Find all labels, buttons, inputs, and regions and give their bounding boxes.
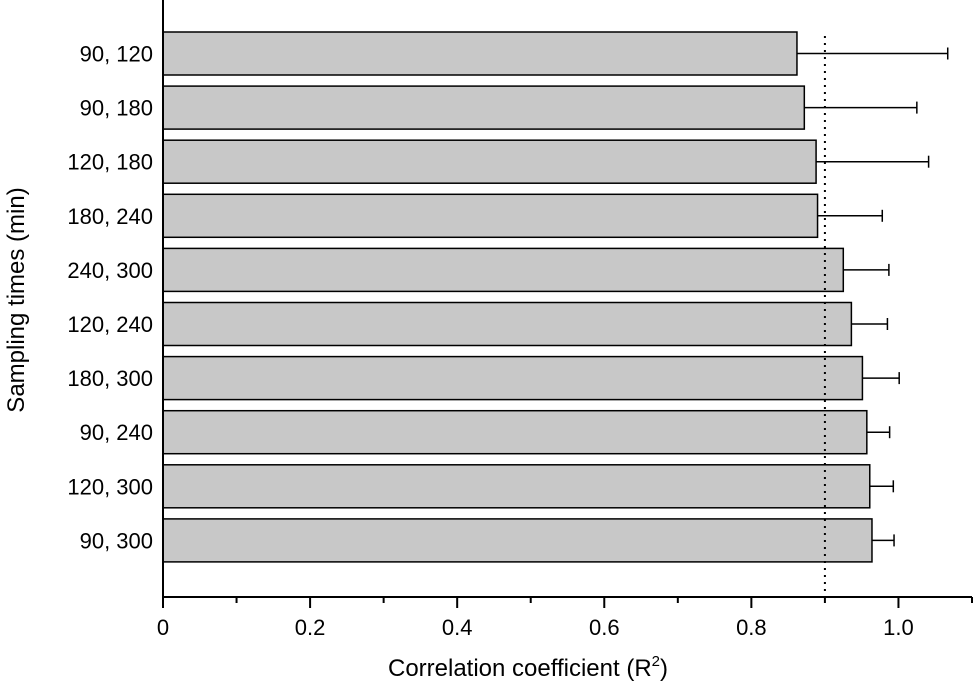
bar [162,355,864,401]
x-tick-label: 0.4 [442,615,473,640]
category-label: 90, 300 [80,528,153,553]
x-tick-label: 1.0 [883,615,914,640]
category-label: 90, 240 [80,420,153,445]
bars-group [162,31,873,563]
bar [162,193,819,239]
bar [162,409,868,455]
y-axis-title: Sampling times (min) [3,187,30,412]
error-bars-group [796,47,949,547]
x-tick-label: 0.2 [295,615,326,640]
x-tick-labels: 0 0.2 0.4 0.6 0.8 1.0 [157,615,914,640]
category-label: 90, 180 [80,96,153,121]
x-tick-label: 0 [157,615,169,640]
category-label: 240, 300 [67,258,153,283]
category-label: 90, 120 [80,42,153,67]
x-ticks [162,597,973,608]
category-label: 120, 240 [67,312,153,337]
category-label: 120, 180 [67,150,153,175]
category-label: 180, 240 [67,204,153,229]
plot-area [162,31,949,597]
bar [162,85,806,130]
x-tick-label: 0.8 [736,615,767,640]
bar [162,139,817,184]
bar [162,518,873,563]
bar [162,464,871,509]
bar [162,301,853,347]
x-tick-label: 0.6 [589,615,620,640]
category-label: 180, 300 [67,366,153,391]
category-label: 120, 300 [67,474,153,499]
x-axis-title: Correlation coefficient (R2) [388,653,668,682]
bar [162,31,798,76]
category-labels: 90, 120 90, 180 120, 180 180, 240 240, 300 12… [67,42,153,554]
bar [162,247,845,293]
